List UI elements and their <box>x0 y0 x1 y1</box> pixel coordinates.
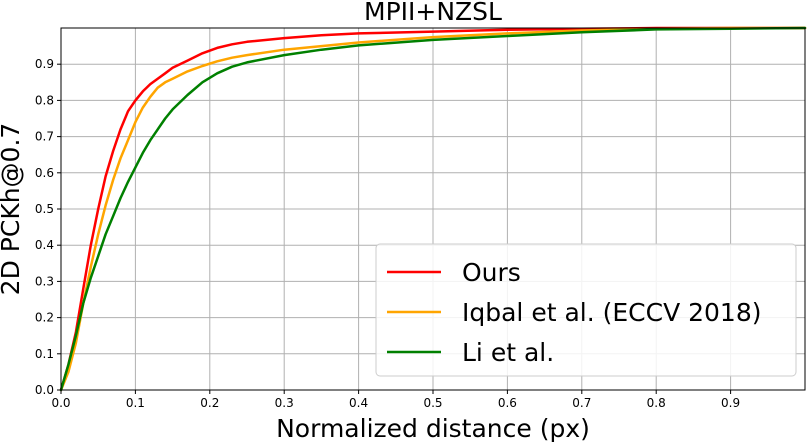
x-tick-label: 0.8 <box>647 396 666 410</box>
x-tick-label: 0.3 <box>275 396 294 410</box>
legend-label-0: Ours <box>462 258 521 287</box>
x-tick-label: 0.6 <box>498 396 517 410</box>
x-tick-label: 0.2 <box>200 396 219 410</box>
x-tick-label: 0.0 <box>51 396 70 410</box>
x-tick-label: 0.4 <box>349 396 368 410</box>
legend-label-1: Iqbal et al. (ECCV 2018) <box>462 298 762 327</box>
axis-ticks: 0.0 0.1 0.2 0.3 0.4 0.5 0.6 0.7 0.8 0.9 0.0 0.1 0.2 0… <box>35 57 740 410</box>
series-line-0 <box>59 26 807 392</box>
x-tick-label: 0.1 <box>126 396 145 410</box>
x-axis-label: Normalized distance (px) <box>276 414 590 443</box>
y-tick-label: 0.4 <box>35 238 54 252</box>
chart-title: MPII+NZSL <box>364 0 502 26</box>
y-tick-label: 0.9 <box>35 57 54 71</box>
series-lines <box>59 26 807 392</box>
y-axis-label: 2D PCKh@0.7 <box>0 123 25 296</box>
x-tick-label: 0.9 <box>721 396 740 410</box>
series-line-1 <box>59 26 807 392</box>
legend: Ours Iqbal et al. (ECCV 2018) Li et al. <box>375 243 797 377</box>
y-tick-label: 0.7 <box>35 130 54 144</box>
y-tick-label: 0.3 <box>35 274 54 288</box>
y-tick-label: 0.8 <box>35 93 54 107</box>
x-tick-label: 0.5 <box>423 396 442 410</box>
x-tick-label: 0.7 <box>572 396 591 410</box>
legend-label-2: Li et al. <box>462 338 554 367</box>
y-tick-label: 0.2 <box>35 311 54 325</box>
legend-box <box>375 243 797 377</box>
series-line-2 <box>59 26 807 392</box>
y-tick-label: 0.5 <box>35 202 54 216</box>
y-tick-label: 0.0 <box>35 383 54 397</box>
y-tick-label: 0.6 <box>35 166 54 180</box>
y-tick-label: 0.1 <box>35 347 54 361</box>
